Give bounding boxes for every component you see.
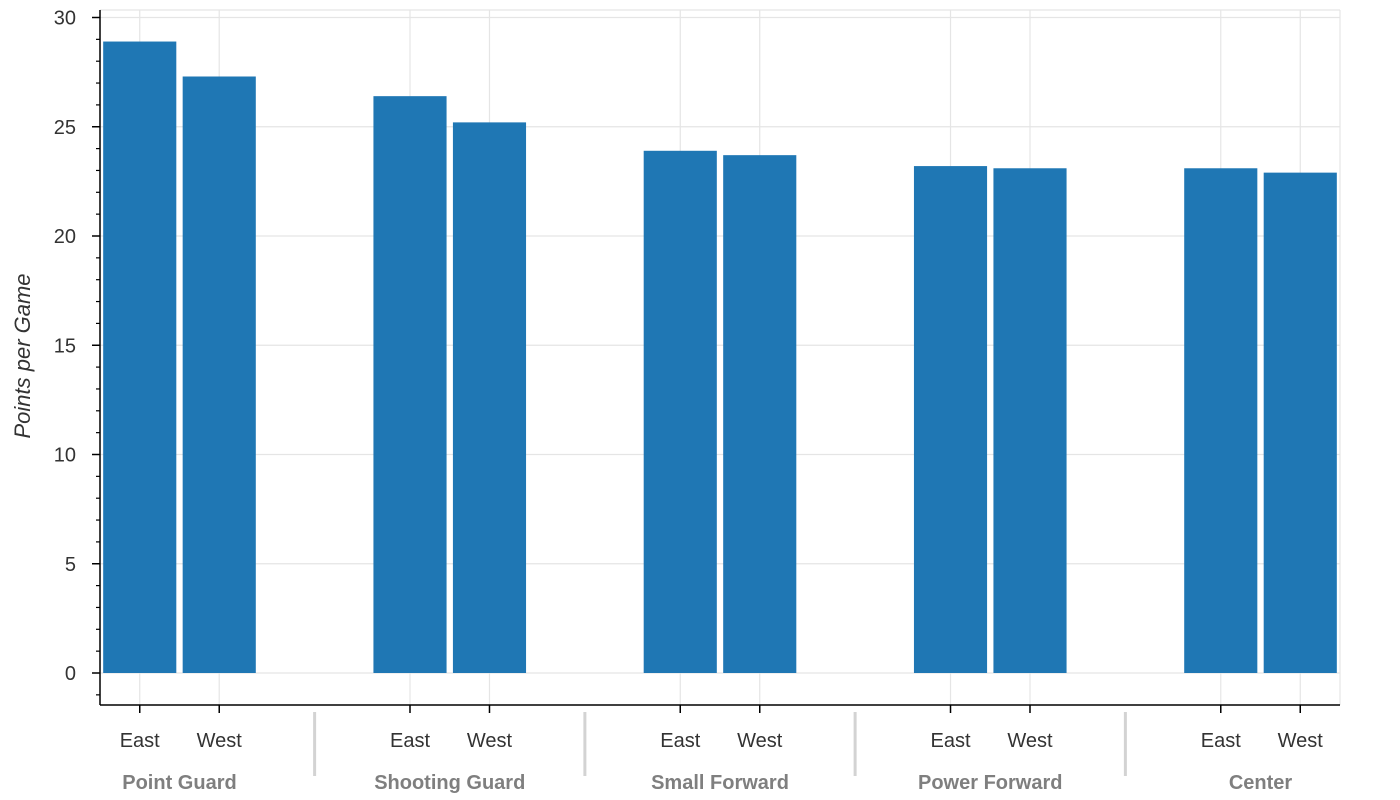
x-tick-label: West [1007,730,1053,752]
y-tick-label: 0 [65,663,76,685]
group-label: Point Guard [122,772,236,794]
y-tick-label: 25 [54,117,76,139]
bar [452,122,527,673]
bar [373,96,447,673]
grid-lines [100,9,1341,705]
y-tick-label: 30 [54,8,76,30]
x-tick-label: West [467,730,513,752]
x-tick-label: East [660,730,700,752]
y-tick-label: 10 [54,445,76,467]
group-label: Center [1229,772,1293,794]
bar [993,168,1067,673]
group-label: Small Forward [651,772,789,794]
x-tick-label: East [1201,730,1241,752]
y-tick-label: 20 [54,226,76,248]
bar [1184,168,1258,673]
y-axis-title: Points per Game [10,273,35,438]
x-tick-label: West [1278,730,1324,752]
bar [1263,172,1337,673]
bars [103,41,1337,674]
x-tick-label: East [390,730,430,752]
bar [103,41,177,674]
bar [643,150,717,673]
y-tick-label: 15 [54,335,76,357]
bar [723,155,797,673]
x-tick-label: East [120,730,160,752]
axes: East West Point Guard East West Shooting Guar… [54,8,1340,794]
group-label: Shooting Guard [374,772,525,794]
y-tick-label: 5 [65,554,76,576]
bar [182,76,256,674]
x-tick-label: West [737,730,783,752]
group-label: Power Forward [918,772,1062,794]
bar [913,166,988,673]
x-tick-label: East [930,730,970,752]
x-tick-label: West [197,730,243,752]
